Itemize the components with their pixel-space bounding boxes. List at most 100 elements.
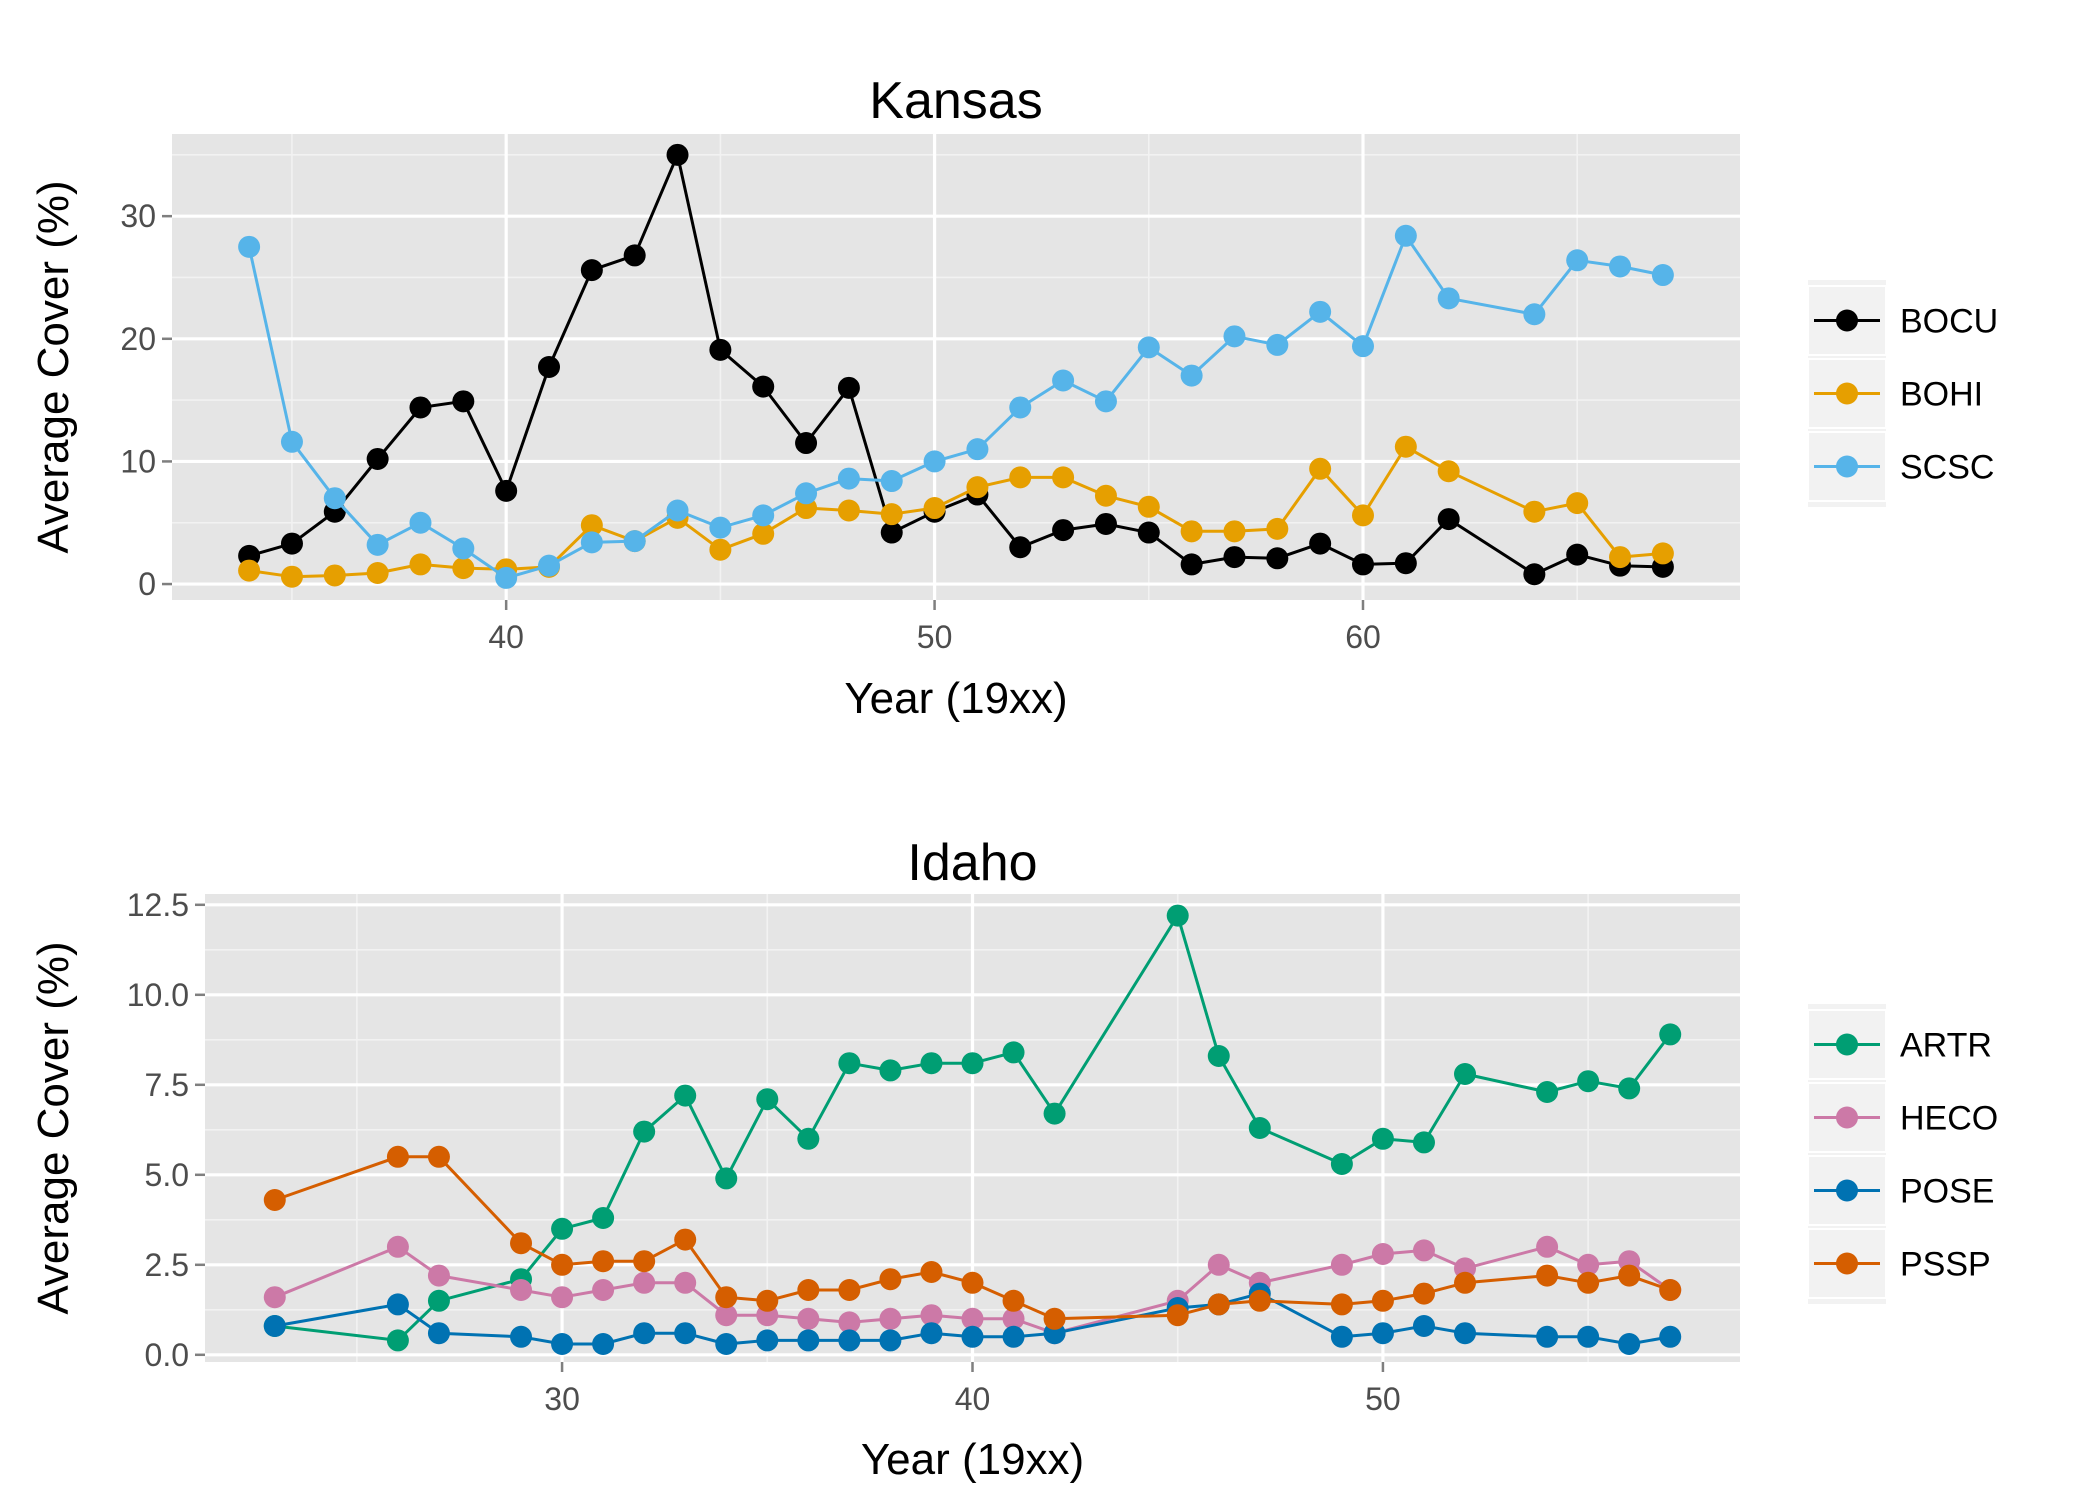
data-point-scsc [752, 504, 775, 527]
data-point-pose [1371, 1322, 1394, 1345]
data-point-pose [920, 1322, 943, 1345]
data-point-bohi [580, 514, 603, 537]
y-axis-label: Average Cover (%) [29, 941, 78, 1314]
data-point-bocu [1351, 553, 1374, 576]
data-point-pose [1412, 1315, 1435, 1337]
y-tick-label: 2.5 [145, 1247, 189, 1283]
data-point-scsc [1351, 335, 1374, 358]
data-point-bocu [1223, 546, 1246, 569]
kansas-panel: 40 50 60 0 10 20 30 Kansas Year (19xx) Average Co… [29, 72, 1998, 723]
legend-marker-pose [1836, 1179, 1858, 1202]
data-point-pssp [920, 1261, 943, 1283]
x-tick-label: 30 [544, 1381, 580, 1417]
legend-marker-artr [1836, 1033, 1858, 1056]
data-point-heco [263, 1286, 286, 1309]
data-point-scsc [709, 516, 732, 539]
data-point-bohi [1309, 457, 1332, 480]
x-axis-label: Year (19xx) [861, 1435, 1084, 1484]
data-point-heco [592, 1279, 615, 1301]
data-point-pose [838, 1329, 861, 1352]
data-point-pssp [427, 1145, 450, 1168]
series-line-pssp [274, 1155, 1671, 1321]
legend-label-bocu: BOCU [1900, 303, 1998, 341]
data-point-bocu [409, 396, 432, 419]
y-tick-label: 7.5 [145, 1067, 189, 1103]
series-line-artr [274, 914, 1672, 1342]
data-point-bocu [880, 521, 903, 544]
data-point-pssp [510, 1232, 533, 1255]
data-point-artr [1166, 904, 1189, 927]
data-point-pose [592, 1333, 615, 1355]
data-point-scsc [1052, 369, 1075, 392]
x-tick-label: 60 [1345, 619, 1381, 655]
data-point-scsc [1180, 364, 1203, 387]
data-point-pssp [797, 1279, 820, 1301]
series-scsc [238, 224, 1674, 589]
data-point-scsc [1094, 390, 1117, 413]
data-point-scsc [923, 450, 946, 473]
data-point-bocu [837, 376, 860, 399]
data-point-bocu [1180, 553, 1203, 576]
data-point-pssp [1002, 1289, 1025, 1312]
data-point-heco [633, 1271, 656, 1294]
data-point-scsc [1309, 300, 1332, 323]
data-point-pssp [1659, 1279, 1682, 1301]
data-point-artr [879, 1059, 902, 1082]
series-line-heco [274, 1245, 1672, 1335]
data-point-scsc [1266, 333, 1289, 356]
data-point-artr [1412, 1131, 1435, 1154]
data-point-pssp [1371, 1289, 1394, 1312]
y-axis-label: Average Cover (%) [29, 180, 78, 553]
data-point-bohi [1437, 460, 1460, 483]
data-point-artr [797, 1127, 820, 1150]
data-point-artr [920, 1052, 943, 1075]
legend-marker-bocu [1836, 309, 1858, 332]
data-point-pssp [1043, 1307, 1066, 1330]
series-artr [263, 904, 1682, 1352]
legend-marker-heco [1836, 1106, 1858, 1129]
data-point-scsc [623, 530, 646, 553]
data-point-bohi [323, 564, 346, 587]
data-point-pssp [633, 1250, 656, 1273]
data-point-pssp [961, 1271, 984, 1294]
idaho-panel: 30 40 50 0.0 2.5 5.0 7.5 10.0 12.5 Idaho Year (19x… [29, 834, 1998, 1484]
y-tick-label: 0 [138, 566, 156, 602]
data-point-bohi [709, 538, 732, 561]
data-point-bohi [1223, 520, 1246, 543]
data-point-artr [1618, 1077, 1641, 1100]
data-point-scsc [409, 511, 432, 534]
data-point-pssp [715, 1286, 738, 1309]
x-tick-label: 50 [1365, 1381, 1401, 1417]
data-point-bocu [1137, 521, 1160, 544]
data-point-bohi [452, 557, 475, 580]
x-tick-label: 40 [488, 619, 524, 655]
data-point-bohi [1351, 504, 1374, 527]
data-point-scsc [1394, 224, 1417, 247]
data-point-heco [879, 1307, 902, 1330]
legend-label-bohi: BOHI [1900, 376, 1983, 414]
data-point-scsc [1651, 264, 1674, 287]
data-point-pssp [1577, 1271, 1600, 1294]
data-point-pose [633, 1322, 656, 1345]
data-point-pose [715, 1333, 738, 1355]
data-point-scsc [1523, 303, 1546, 326]
data-point-bohi [1180, 520, 1203, 543]
data-point-artr [1043, 1102, 1066, 1125]
data-point-scsc [1566, 249, 1589, 272]
data-point-pose [674, 1322, 697, 1345]
data-point-artr [756, 1088, 779, 1111]
data-point-heco [961, 1307, 984, 1330]
data-point-heco [1371, 1243, 1394, 1265]
series-line-pose [274, 1292, 1671, 1346]
series-pssp [263, 1145, 1682, 1330]
data-point-artr [551, 1217, 574, 1240]
data-point-bohi [1137, 495, 1160, 518]
data-point-artr [1454, 1063, 1477, 1085]
data-point-pssp [1248, 1289, 1271, 1312]
data-point-bocu [366, 447, 389, 470]
data-point-pssp [551, 1253, 574, 1276]
legend-label-pssp: PSSP [1900, 1246, 1991, 1284]
data-point-heco [797, 1307, 820, 1330]
data-point-bocu [795, 432, 818, 455]
y-tick-label: 0.0 [145, 1337, 189, 1373]
